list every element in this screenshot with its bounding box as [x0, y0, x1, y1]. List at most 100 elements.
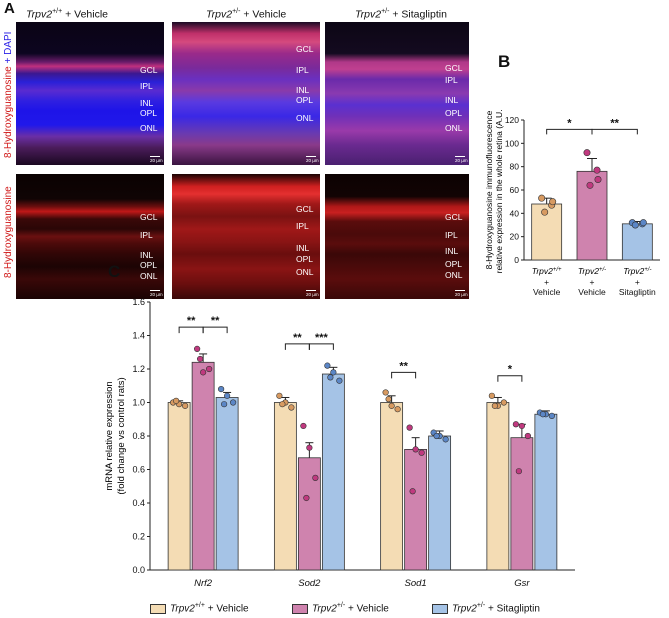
- data-point: [500, 399, 507, 406]
- layer-label-opl: OPL: [140, 260, 158, 270]
- x-tick-label-line2: +: [635, 277, 640, 287]
- legend-label-2: Trpv2+/- + Vehicle: [312, 602, 389, 615]
- col-title-1: Trpv2+/+ + Vehicle: [26, 8, 109, 21]
- scale-bar: 20 µm: [150, 292, 163, 297]
- data-point: [197, 355, 204, 363]
- x-tick-label: Trpv2+/+: [532, 266, 562, 276]
- data-point: [206, 365, 213, 373]
- bar: [428, 435, 452, 571]
- significance-label: *: [567, 117, 572, 129]
- panel-c-letter: C: [108, 262, 121, 281]
- legend-swatch-3: [432, 604, 448, 614]
- legend: Trpv2+/+ + Vehicle Trpv2+/- + Vehicle Tr…: [150, 602, 570, 616]
- significance-bracket: [497, 375, 523, 382]
- y-tick-label: 120: [505, 115, 519, 125]
- panel-b-letter: B: [498, 52, 511, 71]
- y-tick-label: 80: [510, 162, 520, 172]
- data-point: [409, 488, 416, 495]
- y-tick-label: 0.2: [132, 532, 145, 542]
- micrograph-het-sitagliptin-stain: GCL IPL INL OPL ONL 20 µm: [325, 174, 469, 299]
- y-tick-label: 0: [514, 255, 519, 265]
- data-point: [538, 194, 546, 202]
- data-point: [515, 468, 522, 475]
- bar: [404, 448, 428, 571]
- layer-label-ipl: IPL: [140, 81, 153, 91]
- y-tick-label: 0.0: [132, 565, 145, 575]
- data-point: [230, 399, 237, 406]
- y-tick-label: 1.6: [132, 297, 145, 307]
- data-point: [539, 411, 546, 418]
- data-point: [173, 397, 180, 404]
- bar: [380, 402, 404, 571]
- x-tick-label: Sod2: [298, 578, 321, 589]
- layer-label-ipl: IPL: [296, 221, 309, 231]
- bar: [215, 397, 239, 571]
- significance-bracket: [546, 128, 593, 135]
- layer-label-inl: INL: [445, 246, 459, 256]
- layer-label-inl: INL: [140, 250, 154, 260]
- layer-label-inl: INL: [296, 85, 310, 95]
- significance-label: *: [508, 364, 513, 376]
- data-point: [548, 412, 555, 419]
- x-tick-label: Trpv2+/-: [623, 266, 651, 276]
- x-tick-label: Gsr: [514, 578, 530, 589]
- layer-label-onl: ONL: [296, 267, 314, 277]
- y-axis-label: 8-Hydroxyguanosine immunofluorescence rel…: [484, 110, 504, 273]
- micrograph-het-sitagliptin-merge: GCL IPL INL OPL ONL 20 µm: [325, 22, 469, 165]
- bar: [621, 223, 653, 261]
- data-point: [488, 392, 495, 399]
- row-label-bottom: 8-Hydroxyguanosine: [3, 186, 14, 278]
- panel-a-letter: A: [4, 0, 15, 17]
- data-point: [306, 444, 313, 451]
- legend-swatch-1: [150, 604, 166, 614]
- bar: [191, 361, 215, 571]
- layer-label-gcl: GCL: [445, 63, 463, 73]
- data-point: [276, 392, 283, 399]
- micrograph-wt-vehicle-merge: GCL IPL INL OPL ONL 20 µm: [16, 22, 164, 165]
- scale-bar: 20 µm: [150, 158, 163, 163]
- y-tick-label: 20: [510, 232, 520, 242]
- significance-label: **: [187, 315, 196, 327]
- data-point: [300, 422, 307, 430]
- scale-bar: 20 µm: [306, 158, 319, 163]
- data-point: [182, 402, 189, 409]
- layer-label-opl: OPL: [296, 95, 314, 105]
- layer-label-onl: ONL: [445, 270, 463, 280]
- data-point: [593, 166, 601, 174]
- bar: [167, 402, 191, 571]
- x-tick-label-line2: +: [590, 277, 595, 287]
- data-point: [312, 474, 319, 481]
- layer-label-onl: ONL: [445, 123, 463, 133]
- legend-swatch-2: [292, 604, 308, 614]
- significance-label: **: [399, 360, 408, 372]
- layer-label-inl: INL: [140, 98, 154, 108]
- layer-label-ipl: IPL: [445, 230, 458, 240]
- row-label-top: 8-Hydroxyguanosine + DAPI: [3, 31, 14, 158]
- data-point: [385, 396, 392, 403]
- layer-label-onl: ONL: [296, 113, 314, 123]
- significance-label: ***: [315, 332, 329, 344]
- layer-label-gcl: GCL: [140, 212, 158, 222]
- bar: [510, 437, 534, 571]
- y-tick-label: 0.8: [132, 431, 145, 441]
- layer-label-ipl: IPL: [296, 65, 309, 75]
- micrograph-het-vehicle-merge: GCL IPL INL OPL ONL 20 µm: [172, 22, 320, 165]
- x-tick-label-line3: Sitagliptin: [619, 287, 656, 297]
- micrograph-het-vehicle-stain: GCL IPL INL OPL ONL 20 µm: [172, 174, 320, 299]
- layer-label-opl: OPL: [140, 108, 158, 118]
- layer-label-gcl: GCL: [296, 44, 314, 54]
- data-point: [583, 149, 591, 157]
- y-tick-label: 1.4: [132, 331, 145, 341]
- significance-bracket: [308, 343, 334, 350]
- scale-bar: 20 µm: [455, 158, 468, 163]
- y-axis-label-line2: relative expression in the whole retina …: [494, 110, 504, 273]
- significance-bracket: [391, 371, 417, 379]
- data-point: [224, 392, 231, 399]
- legend-label-3: Trpv2+/- + Sitagliptin: [452, 602, 540, 615]
- scale-bar: 20 µm: [306, 292, 319, 297]
- data-point: [631, 221, 639, 229]
- x-tick-label-line3: Vehicle: [578, 287, 606, 297]
- data-point: [382, 389, 389, 396]
- y-tick-label: 1.0: [132, 398, 145, 408]
- data-point: [330, 369, 337, 376]
